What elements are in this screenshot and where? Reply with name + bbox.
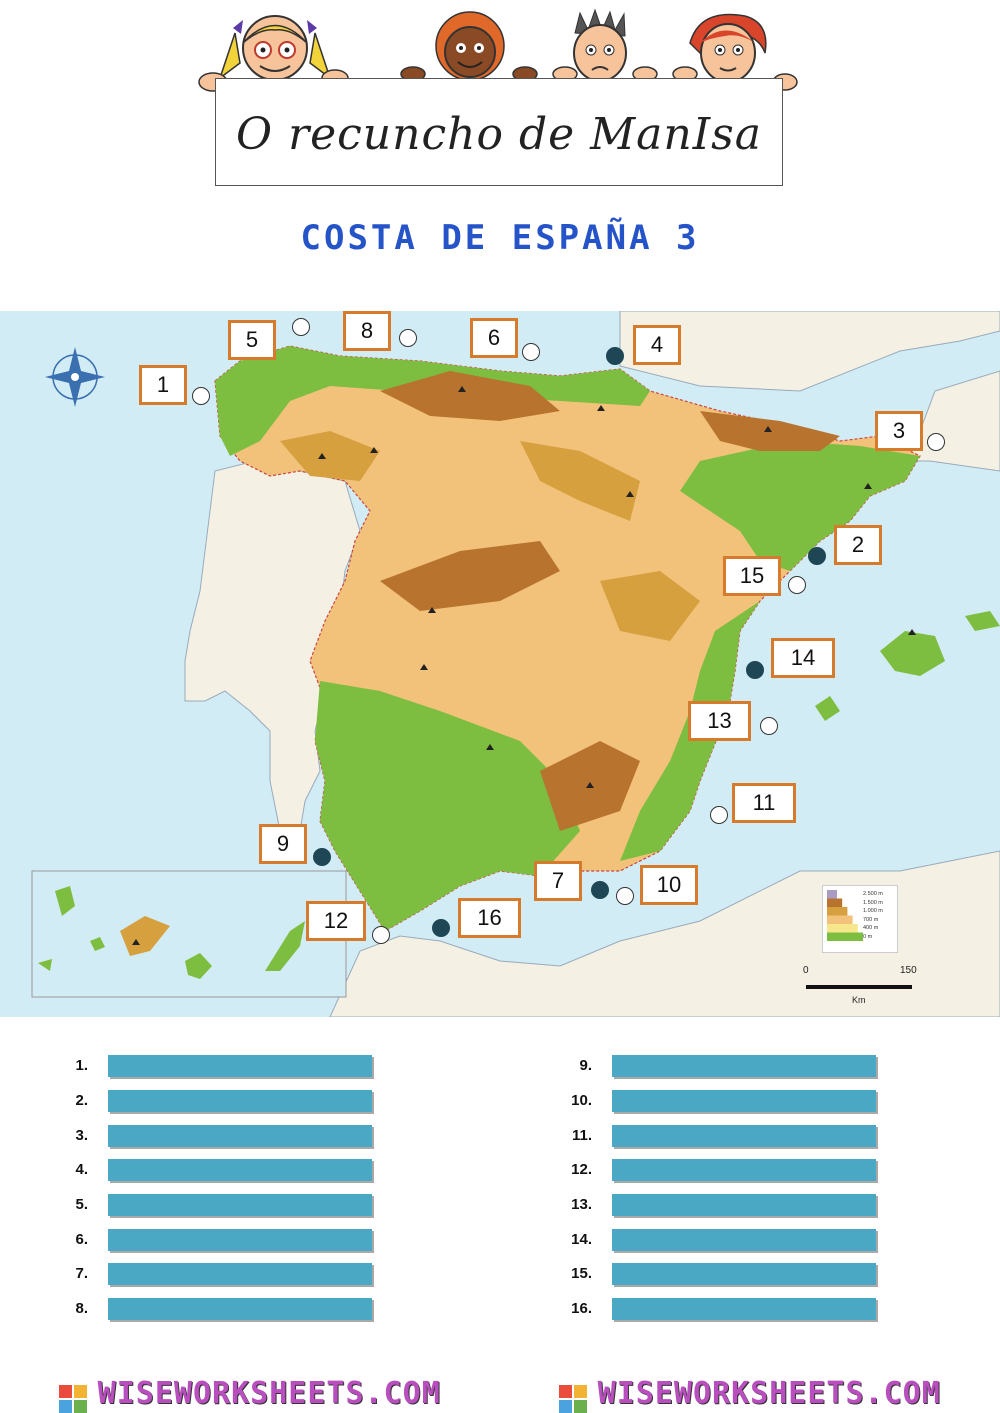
scale-bar: 0 150 Km bbox=[800, 965, 930, 1005]
location-dot-8 bbox=[399, 329, 417, 347]
answer-field-14[interactable] bbox=[612, 1229, 876, 1251]
answer-number: 15. bbox=[571, 1265, 592, 1282]
answer-number: 4. bbox=[75, 1161, 88, 1178]
location-dot-14 bbox=[746, 661, 764, 679]
answer-field-6[interactable] bbox=[108, 1229, 372, 1251]
label-box-11[interactable]: 11 bbox=[732, 783, 796, 823]
answer-number: 13. bbox=[571, 1196, 592, 1213]
answer-field-4[interactable] bbox=[108, 1159, 372, 1181]
footer-brand-left: WISEWORKSHEETS.COM bbox=[59, 1376, 441, 1413]
girl-redhead-face-illustration bbox=[689, 13, 767, 83]
location-dot-3 bbox=[927, 433, 945, 451]
label-box-3[interactable]: 3 bbox=[875, 411, 923, 451]
answer-field-8[interactable] bbox=[108, 1298, 372, 1320]
answer-number: 10. bbox=[571, 1092, 592, 1109]
footer-text: WISEWORKSHEETS.COM bbox=[597, 1376, 941, 1412]
answer-field-15[interactable] bbox=[612, 1263, 876, 1285]
boy-spiky-face-illustration bbox=[573, 8, 627, 82]
label-box-16[interactable]: 16 bbox=[458, 898, 521, 938]
legend-label: 700 m bbox=[863, 916, 879, 923]
answer-number: 3. bbox=[75, 1127, 88, 1144]
answer-number: 9. bbox=[579, 1057, 592, 1074]
answer-field-3[interactable] bbox=[108, 1125, 372, 1147]
legend-band bbox=[827, 915, 853, 924]
label-box-5[interactable]: 5 bbox=[228, 320, 276, 360]
label-box-13[interactable]: 13 bbox=[688, 701, 751, 741]
elevation-legend: 2.500 m 1.500 m 1.000 m 700 m 400 m 0 m bbox=[822, 885, 898, 953]
legend-band bbox=[827, 890, 837, 899]
label-box-15[interactable]: 15 bbox=[723, 556, 781, 596]
legend-label: 0 m bbox=[863, 933, 873, 940]
answer-field-12[interactable] bbox=[612, 1159, 876, 1181]
banner-title: O recuncho de ManIsa bbox=[236, 109, 762, 160]
wise-logo-icon bbox=[59, 1384, 88, 1413]
label-box-7[interactable]: 7 bbox=[534, 861, 582, 901]
answer-number: 11. bbox=[571, 1127, 592, 1144]
legend-label: 1.000 m bbox=[863, 908, 883, 914]
answer-number: 14. bbox=[571, 1231, 592, 1248]
footer-brand-right: WISEWORKSHEETS.COM bbox=[559, 1376, 941, 1413]
location-dot-16 bbox=[432, 919, 450, 937]
location-dot-5 bbox=[292, 318, 310, 336]
girl-blonde-face-illustration bbox=[218, 15, 332, 81]
location-dot-6 bbox=[522, 343, 540, 361]
label-box-6[interactable]: 6 bbox=[470, 318, 518, 358]
scale-line bbox=[806, 985, 912, 989]
legend-label: 2.500 m bbox=[863, 891, 883, 897]
page-title: COSTA DE ESPAÑA 3 bbox=[300, 218, 700, 258]
location-dot-15 bbox=[788, 576, 806, 594]
location-dot-7 bbox=[591, 881, 609, 899]
label-box-8[interactable]: 8 bbox=[343, 311, 391, 351]
label-box-1[interactable]: 1 bbox=[139, 365, 187, 405]
location-dot-2 bbox=[808, 547, 826, 565]
location-dot-13 bbox=[760, 717, 778, 735]
location-dot-10 bbox=[616, 887, 634, 905]
answer-number: 12. bbox=[571, 1161, 592, 1178]
wise-logo-icon bbox=[559, 1384, 588, 1413]
legend-label: 1.500 m bbox=[863, 899, 883, 906]
footer-text: WISEWORKSHEETS.COM bbox=[97, 1376, 441, 1412]
scale-end-label: 150 bbox=[900, 965, 917, 976]
label-box-12[interactable]: 12 bbox=[306, 901, 366, 941]
answer-field-11[interactable] bbox=[612, 1125, 876, 1147]
answer-field-16[interactable] bbox=[612, 1298, 876, 1320]
legend-band bbox=[827, 924, 858, 933]
legend-label: 400 m bbox=[863, 925, 879, 931]
answer-field-9[interactable] bbox=[612, 1055, 876, 1077]
answer-field-10[interactable] bbox=[612, 1090, 876, 1112]
label-box-10[interactable]: 10 bbox=[640, 865, 698, 905]
footer-watermark: WISEWORKSHEETS.COM WISEWORKSHEETS.COM bbox=[0, 1376, 1000, 1413]
answer-field-7[interactable] bbox=[108, 1263, 372, 1285]
location-dot-1 bbox=[192, 387, 210, 405]
legend-band bbox=[827, 932, 863, 941]
compass-rose-icon bbox=[45, 347, 105, 407]
scale-start-label: 0 bbox=[803, 965, 809, 976]
answer-number: 5. bbox=[75, 1196, 88, 1213]
banner-box: O recuncho de ManIsa bbox=[215, 78, 783, 186]
label-box-4[interactable]: 4 bbox=[633, 325, 681, 365]
location-dot-11 bbox=[710, 806, 728, 824]
label-box-14[interactable]: 14 bbox=[771, 638, 835, 678]
answer-number: 7. bbox=[75, 1265, 88, 1282]
answer-number: 16. bbox=[571, 1300, 592, 1317]
label-box-9[interactable]: 9 bbox=[259, 824, 307, 864]
label-box-2[interactable]: 2 bbox=[834, 525, 882, 565]
answer-field-1[interactable] bbox=[108, 1055, 372, 1077]
answer-number: 1. bbox=[75, 1057, 88, 1074]
answer-number: 2. bbox=[75, 1092, 88, 1109]
answer-number: 8. bbox=[75, 1300, 88, 1317]
legend-band bbox=[827, 907, 848, 916]
answer-field-2[interactable] bbox=[108, 1090, 372, 1112]
answer-field-5[interactable] bbox=[108, 1194, 372, 1216]
location-dot-4 bbox=[606, 347, 624, 365]
location-dot-9 bbox=[313, 848, 331, 866]
legend-band bbox=[827, 898, 843, 907]
answer-field-13[interactable] bbox=[612, 1194, 876, 1216]
location-dot-12 bbox=[372, 926, 390, 944]
scale-unit-label: Km bbox=[852, 995, 866, 1005]
answer-number: 6. bbox=[75, 1231, 88, 1248]
